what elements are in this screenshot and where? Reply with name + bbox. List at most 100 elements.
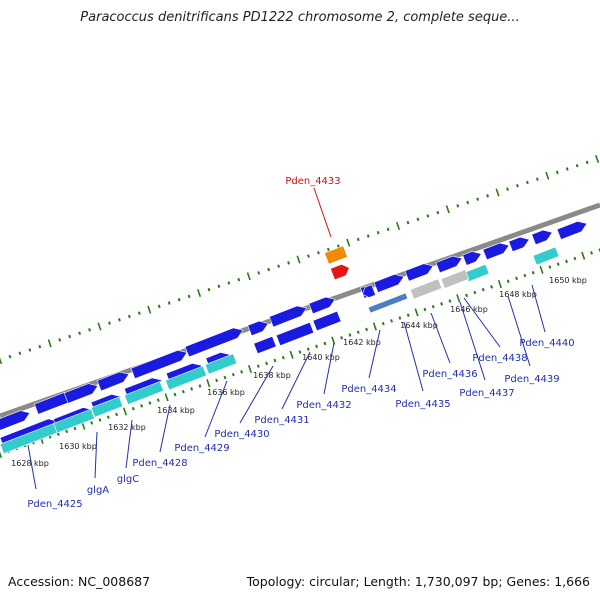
gene-arrow-forward[interactable] [130, 349, 188, 379]
gene-label[interactable]: Pden_4430 [214, 429, 269, 440]
gene-block[interactable] [275, 322, 315, 346]
gene-arrow-forward[interactable] [508, 236, 530, 253]
gene-label[interactable]: Pden_4432 [296, 400, 351, 411]
gene-label[interactable]: Pden_4431 [254, 415, 309, 426]
gene-block[interactable] [253, 335, 277, 355]
map-title: Paracoccus denitrificans PD1222 chromoso… [80, 10, 520, 25]
gene-arrow-forward[interactable] [482, 242, 510, 261]
outer-tick [495, 188, 500, 197]
gene-label[interactable]: Pden_4425 [27, 499, 82, 510]
gene-label[interactable]: Pden_4439 [504, 374, 559, 385]
inner-tick [523, 273, 527, 278]
outer-tick [386, 227, 390, 232]
outer-tick [196, 288, 202, 298]
inner-tick [281, 355, 285, 360]
outer-tick [416, 217, 420, 222]
gene-arrow-forward[interactable] [531, 229, 553, 246]
gene-arrow-forward[interactable] [373, 273, 405, 293]
gene-label[interactable]: Pden_4434 [341, 384, 396, 395]
gene-label[interactable]: Pden_4437 [459, 388, 514, 399]
gene-label[interactable]: Pden_4433 [285, 176, 340, 187]
outer-tick [147, 305, 152, 314]
highlight-feature-orange[interactable] [324, 245, 348, 265]
outer-tick [177, 297, 181, 302]
gene-arrow-forward[interactable] [96, 371, 130, 392]
gene-label[interactable]: Pden_4440 [519, 338, 574, 349]
inner-tick [506, 279, 510, 283]
inner-tick [548, 265, 552, 269]
gene-arrow-forward[interactable] [462, 251, 482, 266]
outer-tick [445, 205, 450, 214]
gene-label-leader [94, 431, 98, 479]
ruler-label: 1646 kbp [450, 305, 488, 314]
gene-block[interactable] [312, 310, 342, 332]
gene-arrow-forward[interactable] [63, 383, 99, 404]
gene-arrow-forward[interactable] [268, 305, 308, 328]
cds-feature[interactable] [532, 246, 560, 266]
gene-arrow-forward[interactable] [556, 220, 588, 240]
gene-arrow-forward[interactable] [308, 296, 336, 315]
inner-tick [539, 265, 544, 274]
outer-tick [436, 210, 440, 215]
cds-feature[interactable] [204, 353, 238, 375]
outer-tick [68, 334, 72, 339]
inner-tick [423, 307, 427, 312]
inner-tick [223, 375, 227, 380]
gene-label[interactable]: Pden_4428 [132, 458, 187, 469]
gene-label-leader [159, 404, 171, 453]
gene-arrow-forward[interactable] [184, 327, 244, 358]
ruler-label: 1642 kbp [343, 338, 381, 347]
gene-label[interactable]: glgC [117, 474, 139, 485]
cds-feature[interactable] [124, 381, 164, 405]
gene-arrow-forward[interactable] [247, 320, 269, 337]
gene-label[interactable]: Pden_4429 [174, 443, 229, 454]
outer-tick [356, 237, 360, 242]
outer-tick [257, 271, 261, 275]
outer-tick [456, 204, 460, 208]
gene-arrow-forward[interactable] [404, 263, 434, 282]
pseudogene-feature[interactable] [409, 278, 443, 300]
inner-tick [315, 344, 319, 349]
outer-tick [227, 281, 231, 285]
outer-tick [277, 264, 281, 268]
pseudogene-feature[interactable] [440, 269, 470, 289]
cds-feature[interactable] [90, 396, 124, 418]
ruler-label: 1634 kbp [157, 406, 195, 415]
gene-label-leader [463, 297, 501, 348]
inner-tick [406, 313, 410, 317]
inner-tick [198, 384, 202, 388]
cds-feature[interactable] [165, 365, 207, 391]
rna-feature[interactable] [367, 292, 409, 314]
inner-tick [590, 251, 593, 255]
gene-label[interactable]: Pden_4438 [472, 353, 527, 364]
cds-feature[interactable] [53, 408, 95, 434]
inner-tick [190, 387, 194, 391]
inner-tick [372, 322, 377, 331]
gene-arrow-forward[interactable] [435, 255, 463, 274]
gene-arrow-forward[interactable] [0, 410, 31, 431]
outer-tick [585, 160, 589, 165]
inner-tick [65, 429, 69, 434]
inner-tick [381, 321, 385, 326]
gene-label-leader [459, 301, 486, 381]
outer-tick [237, 277, 241, 282]
inner-tick [348, 333, 352, 337]
inner-tick [565, 259, 568, 264]
gene-label[interactable]: Pden_4435 [395, 399, 450, 410]
inner-tick [581, 251, 586, 260]
inner-tick [531, 270, 535, 275]
gene-label[interactable]: glgA [87, 485, 109, 496]
inner-tick [456, 294, 461, 303]
ruler-label: 1628 kbp [11, 459, 49, 468]
ruler-label: 1640 kbp [302, 353, 340, 362]
gene-label[interactable]: Pden_4436 [422, 369, 477, 380]
outer-tick [127, 314, 131, 319]
highlight-feature-red[interactable] [330, 263, 350, 281]
inner-tick [115, 412, 119, 417]
outer-tick [535, 177, 539, 181]
gene-arrow-reverse[interactable] [362, 284, 376, 298]
outer-tick [97, 322, 102, 331]
inner-tick [98, 418, 102, 422]
outer-tick [525, 180, 529, 185]
